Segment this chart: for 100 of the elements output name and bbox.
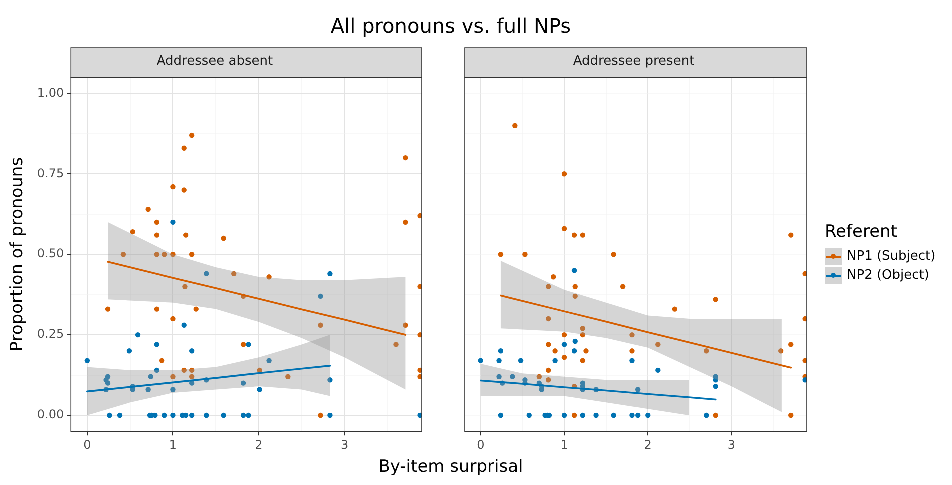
- point: [154, 220, 160, 226]
- point: [594, 412, 599, 418]
- point: [240, 380, 246, 386]
- x-tick-label: 0: [84, 438, 92, 452]
- point: [778, 348, 784, 354]
- point: [546, 368, 552, 374]
- point: [562, 172, 568, 177]
- point: [204, 412, 210, 418]
- x-tick-label: 0: [477, 438, 485, 452]
- point: [182, 284, 188, 290]
- point: [403, 322, 408, 328]
- chart-subtitle: Addressee present: [573, 54, 695, 70]
- point: [328, 412, 333, 418]
- point: [704, 348, 710, 354]
- point: [580, 326, 586, 332]
- point: [656, 342, 661, 348]
- point: [170, 184, 176, 190]
- point: [611, 412, 616, 418]
- y-tick-label: 0.50: [37, 246, 64, 261]
- point: [189, 374, 195, 380]
- point: [148, 374, 154, 380]
- point: [580, 358, 586, 364]
- point: [266, 274, 272, 280]
- point: [704, 412, 710, 418]
- point: [257, 387, 262, 392]
- point: [182, 368, 187, 374]
- point: [159, 358, 165, 364]
- point: [240, 342, 246, 348]
- point: [182, 188, 187, 193]
- y-tick-label: 0.00: [37, 408, 64, 422]
- y-axis-title: Proportion of pronouns: [8, 157, 28, 352]
- point: [572, 348, 578, 354]
- point: [498, 412, 504, 418]
- point: [630, 348, 635, 354]
- point: [154, 342, 160, 348]
- point: [170, 412, 176, 418]
- point: [135, 332, 141, 338]
- x-tick-label: 2: [644, 438, 652, 452]
- legend-title: Referent: [825, 222, 898, 242]
- x-tick-label: 1: [169, 438, 178, 452]
- point: [117, 412, 123, 418]
- point: [154, 252, 160, 258]
- point: [580, 332, 586, 338]
- point: [418, 213, 422, 219]
- point: [788, 342, 794, 348]
- point: [552, 358, 558, 364]
- point: [802, 358, 807, 364]
- point: [107, 412, 112, 418]
- point: [562, 342, 568, 348]
- point: [802, 378, 807, 383]
- point: [170, 220, 176, 226]
- legend-label: NP2 (Object): [847, 268, 930, 283]
- point: [635, 412, 641, 418]
- point: [266, 358, 272, 364]
- point: [562, 332, 568, 338]
- point: [713, 297, 718, 302]
- point: [788, 232, 794, 238]
- point: [189, 252, 195, 258]
- point: [630, 358, 635, 364]
- x-tick-label: 3: [728, 438, 736, 452]
- point: [572, 284, 578, 290]
- point: [713, 384, 718, 390]
- point: [630, 412, 635, 418]
- point: [221, 412, 226, 418]
- point: [189, 368, 195, 374]
- point: [146, 206, 151, 212]
- point: [154, 232, 160, 238]
- point: [194, 306, 199, 312]
- point: [672, 306, 678, 312]
- point: [318, 322, 324, 328]
- point: [630, 332, 635, 338]
- point: [546, 342, 552, 348]
- point: [418, 284, 422, 290]
- point: [403, 220, 408, 226]
- x-axis-title: By-item surprisal: [378, 457, 524, 477]
- point: [189, 132, 195, 138]
- point: [496, 358, 502, 364]
- point: [232, 271, 237, 277]
- point: [536, 374, 542, 380]
- point: [146, 387, 151, 392]
- point: [572, 268, 578, 274]
- point: [546, 378, 552, 383]
- point: [620, 284, 626, 290]
- point: [788, 412, 794, 418]
- point: [562, 226, 568, 232]
- point: [162, 412, 168, 418]
- point: [170, 387, 176, 392]
- point: [154, 368, 160, 374]
- point: [496, 374, 502, 380]
- point: [546, 284, 552, 290]
- point: [204, 271, 210, 277]
- point: [84, 358, 90, 364]
- point: [478, 358, 484, 364]
- y-tick-label: 0.25: [37, 327, 64, 342]
- point: [318, 412, 324, 418]
- point: [552, 348, 558, 354]
- point: [518, 358, 524, 364]
- point: [656, 368, 661, 374]
- legend-label: NP1 (Subject): [847, 249, 936, 264]
- point: [418, 412, 422, 418]
